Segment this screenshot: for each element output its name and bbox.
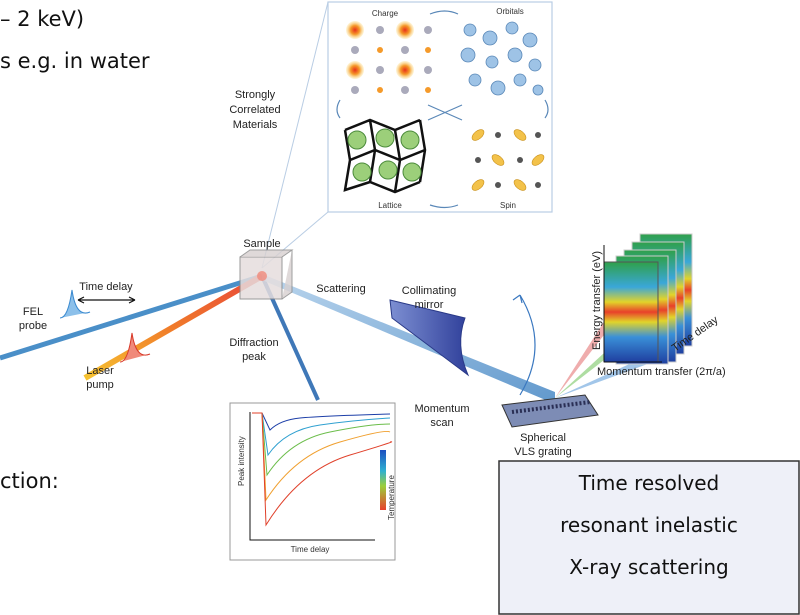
label: Momentum xyxy=(414,403,469,415)
slide-text: – 2 keV) xyxy=(0,7,84,31)
panel-label: Orbitals xyxy=(496,7,524,16)
zoom-line xyxy=(262,2,328,268)
label: Time delay xyxy=(79,281,133,293)
inset-title: Correlated xyxy=(229,104,280,116)
callout-text: resonant inelastic xyxy=(560,513,738,537)
plot-y-label: Peak intensity xyxy=(237,436,246,486)
label: peak xyxy=(242,351,266,363)
inset-title: Materials xyxy=(233,119,278,131)
callout-text: Time resolved xyxy=(578,471,719,495)
plot-x-label: Time delay xyxy=(291,545,330,554)
label: Spherical xyxy=(520,432,566,444)
fel-pulse xyxy=(60,290,90,318)
inset-title: Strongly xyxy=(235,89,276,101)
peak-plot xyxy=(230,403,395,560)
label: Sample xyxy=(243,238,280,250)
panel-label: Charge xyxy=(372,9,399,18)
spectra-x-label: Momentum transfer (2π/a) xyxy=(597,366,726,378)
slide: – 2 keV) s e.g. in water ction: xyxy=(0,0,800,615)
sample xyxy=(240,250,292,299)
panel-label: Spin xyxy=(500,201,516,210)
label: Scattering xyxy=(316,283,366,295)
callout-text: X-ray scattering xyxy=(569,555,728,579)
label: FEL xyxy=(23,306,43,318)
slide-text: ction: xyxy=(0,469,59,493)
delay-arrow xyxy=(78,297,135,303)
label: Collimating xyxy=(402,285,456,297)
label: mirror xyxy=(415,299,444,311)
colorbar-label: Temperature xyxy=(387,475,396,520)
label: scan xyxy=(430,417,453,429)
label: Diffraction xyxy=(229,337,278,349)
label: probe xyxy=(19,320,47,332)
spectra-y-label: Energy transfer (eV) xyxy=(591,251,603,350)
label: Laser xyxy=(86,365,114,377)
slide-text: s e.g. in water xyxy=(0,49,150,73)
materials-inset: Charge Orbitals Lattice Spin xyxy=(328,2,552,212)
label: pump xyxy=(86,379,114,391)
panel-label: Lattice xyxy=(378,201,402,210)
label: VLS grating xyxy=(514,446,571,458)
